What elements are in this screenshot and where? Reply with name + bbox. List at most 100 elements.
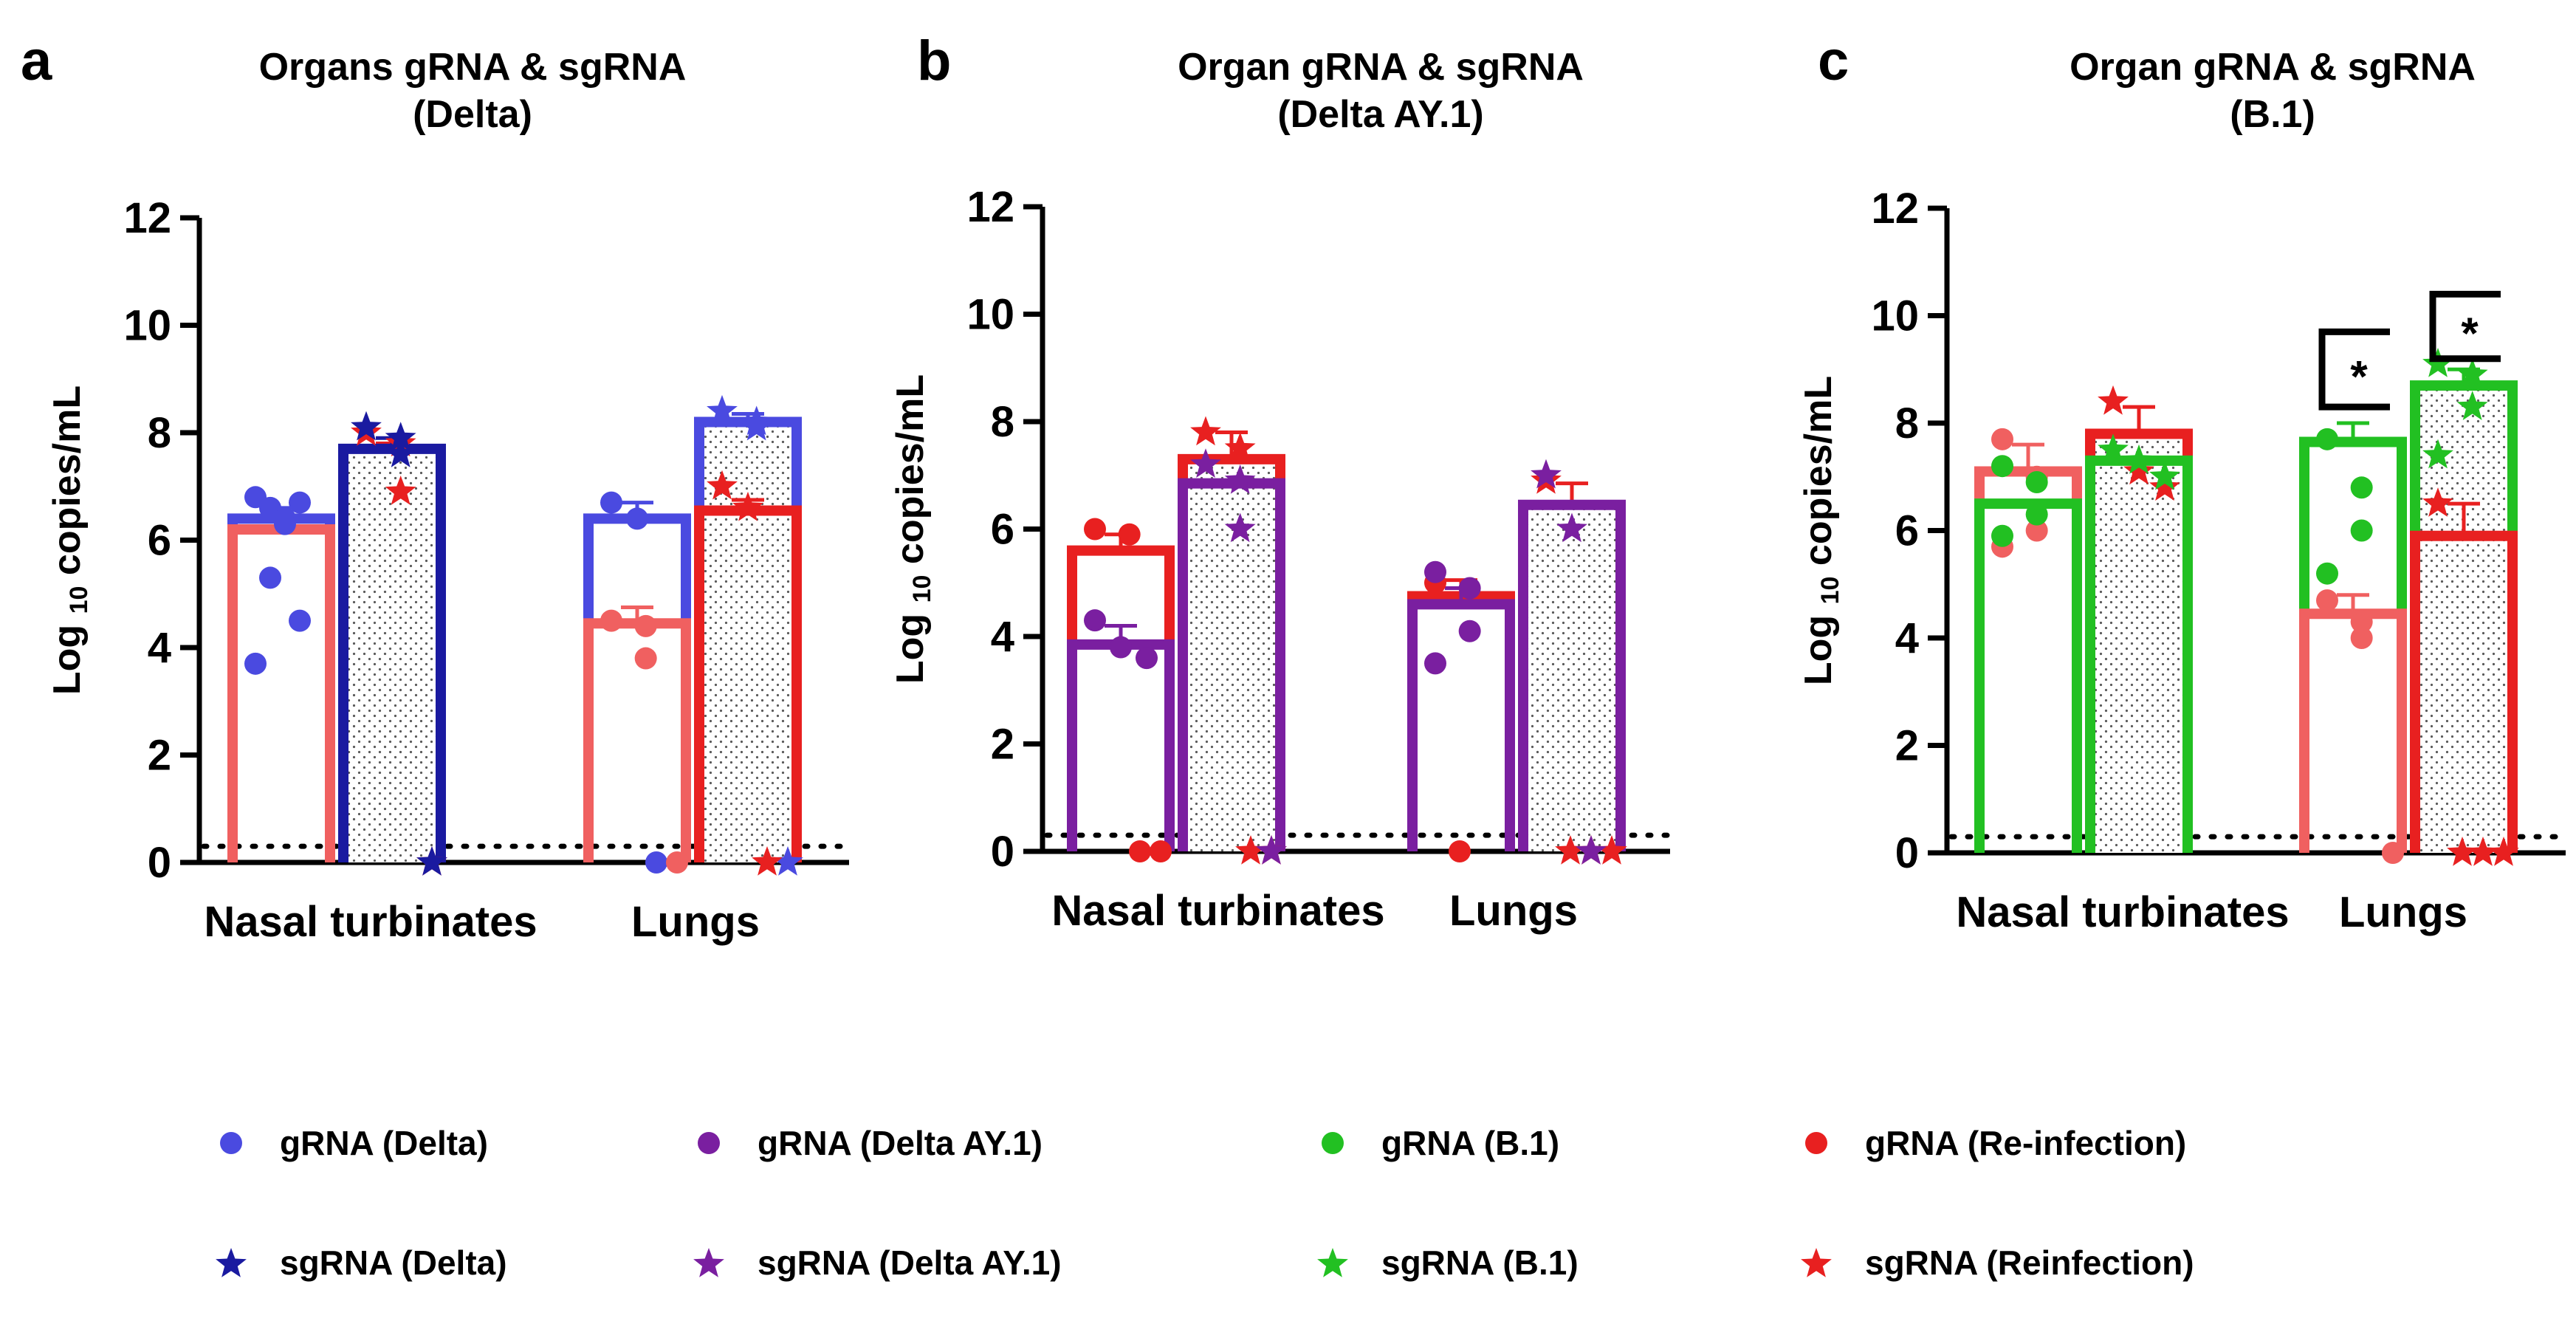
data-point bbox=[600, 491, 622, 514]
y-axis-label: Log 10 copies/mL bbox=[46, 385, 93, 695]
y-tick-label: 10 bbox=[966, 291, 1014, 339]
data-point-star bbox=[732, 491, 763, 521]
x-category-label: Lungs bbox=[631, 898, 760, 946]
data-point bbox=[2350, 627, 2373, 649]
y-axis-label: Log 10 copies/mL bbox=[889, 374, 936, 684]
data-point-star bbox=[1190, 448, 1221, 478]
panel-letter: c bbox=[1818, 30, 1849, 92]
y-tick-label: 0 bbox=[991, 828, 1014, 876]
bar-fill bbox=[2090, 460, 2188, 853]
bar bbox=[1067, 545, 1175, 851]
data-point bbox=[1458, 577, 1481, 600]
data-point bbox=[2316, 428, 2338, 450]
legend-item: gRNA (Delta) bbox=[220, 1124, 488, 1162]
significance-label: * bbox=[2461, 309, 2479, 358]
chart-title: Organs gRNA & sgRNA bbox=[259, 46, 687, 89]
data-point-star bbox=[385, 422, 416, 452]
data-point bbox=[1424, 652, 1446, 675]
data-point-star bbox=[2422, 348, 2453, 377]
data-point-star bbox=[385, 476, 416, 505]
data-point-star bbox=[1531, 459, 1562, 489]
data-point bbox=[1084, 609, 1106, 632]
data-point bbox=[1110, 636, 1132, 659]
legend-marker-star bbox=[216, 1248, 247, 1277]
data-point bbox=[2025, 471, 2048, 494]
legend-marker-circle bbox=[1322, 1132, 1344, 1154]
data-point-star bbox=[385, 438, 416, 467]
bar bbox=[2299, 608, 2407, 853]
y-axis-label-suffix: copies/mL bbox=[889, 374, 932, 575]
data-point-star bbox=[2422, 487, 2453, 517]
data-point-star bbox=[2447, 837, 2478, 866]
data-point-star bbox=[351, 411, 382, 441]
legend-label: sgRNA (Reinfection) bbox=[1865, 1243, 2194, 1282]
y-tick-label: 12 bbox=[966, 183, 1014, 231]
data-point-star bbox=[1596, 835, 1627, 865]
legend-item: gRNA (B.1) bbox=[1322, 1124, 1559, 1162]
data-point-star bbox=[2467, 837, 2498, 866]
data-point bbox=[1136, 647, 1158, 670]
data-point-star bbox=[772, 846, 803, 876]
x-category-label: Lungs bbox=[1449, 887, 1578, 935]
y-axis-label-subscript: 10 bbox=[65, 586, 93, 614]
legend: gRNA (Delta) gRNA (Delta AY.1) gRNA (B.1) g… bbox=[216, 1124, 2194, 1282]
bar bbox=[1407, 599, 1515, 851]
y-axis-label-suffix: copies/mL bbox=[1797, 376, 1840, 577]
data-point-star bbox=[1190, 416, 1221, 446]
chart-panel-a: a Organs gRNA & sgRNA(Delta) Log 10 copies… bbox=[21, 30, 852, 946]
data-point bbox=[1991, 455, 2013, 478]
data-point bbox=[645, 851, 667, 874]
y-axis-label-subscript: 10 bbox=[908, 575, 936, 603]
bar bbox=[583, 513, 691, 862]
data-point-star bbox=[2456, 391, 2488, 420]
data-point-star bbox=[707, 394, 738, 425]
data-point bbox=[1424, 560, 1446, 583]
y-tick-label: 6 bbox=[148, 517, 171, 565]
data-point-star bbox=[1556, 512, 1587, 543]
data-point-star bbox=[2123, 444, 2154, 474]
chart-title: Organ gRNA & sgRNA bbox=[1178, 46, 1584, 89]
data-point bbox=[2382, 842, 2404, 864]
data-point bbox=[1118, 523, 1141, 546]
data-point bbox=[600, 609, 622, 632]
data-point bbox=[2316, 562, 2338, 585]
data-point bbox=[1449, 840, 1471, 862]
bar bbox=[227, 524, 335, 862]
legend-label: sgRNA (Delta) bbox=[280, 1243, 507, 1282]
legend-label: gRNA (Re-infection) bbox=[1865, 1124, 2186, 1162]
bar-fill bbox=[1523, 504, 1621, 851]
data-point-star bbox=[1224, 432, 1256, 462]
y-tick-label: 2 bbox=[1895, 722, 1919, 770]
data-point-star bbox=[1235, 835, 1266, 865]
bar-fill bbox=[699, 510, 797, 862]
bar-fill bbox=[2415, 535, 2513, 853]
y-tick-label: 0 bbox=[1895, 829, 1919, 877]
data-point bbox=[289, 609, 311, 632]
y-tick-label: 10 bbox=[123, 302, 171, 350]
y-tick-label: 6 bbox=[991, 506, 1014, 554]
legend-item: gRNA (Re-infection) bbox=[1805, 1124, 2186, 1162]
legend-item: sgRNA (Delta AY.1) bbox=[693, 1243, 1062, 1282]
panel-letter: b bbox=[917, 30, 951, 92]
y-axis-label: Log 10 copies/mL bbox=[1797, 376, 1844, 685]
data-point bbox=[1129, 840, 1151, 862]
legend-item: sgRNA (Delta) bbox=[216, 1243, 507, 1282]
significance-label: * bbox=[2350, 351, 2368, 401]
chart-title: Organ gRNA & sgRNA bbox=[2070, 46, 2476, 89]
chart-subtitle: (Delta AY.1) bbox=[1277, 93, 1483, 136]
data-point-star bbox=[1555, 835, 1586, 865]
data-point-star bbox=[752, 846, 783, 876]
data-point-star bbox=[2456, 358, 2488, 388]
data-point bbox=[626, 507, 648, 530]
data-point-star bbox=[1256, 835, 1287, 865]
data-point bbox=[1991, 428, 2013, 450]
panel-letter: a bbox=[21, 30, 52, 92]
y-tick-label: 8 bbox=[1895, 399, 1919, 447]
bar bbox=[1518, 499, 1626, 851]
y-tick-label: 6 bbox=[1895, 507, 1919, 555]
y-axis-label-prefix: Log bbox=[1797, 604, 1840, 685]
y-axis-label-suffix: copies/mL bbox=[46, 385, 89, 586]
significance-bracket bbox=[2318, 328, 2390, 411]
data-point bbox=[2350, 519, 2373, 542]
y-tick-label: 8 bbox=[148, 409, 171, 457]
